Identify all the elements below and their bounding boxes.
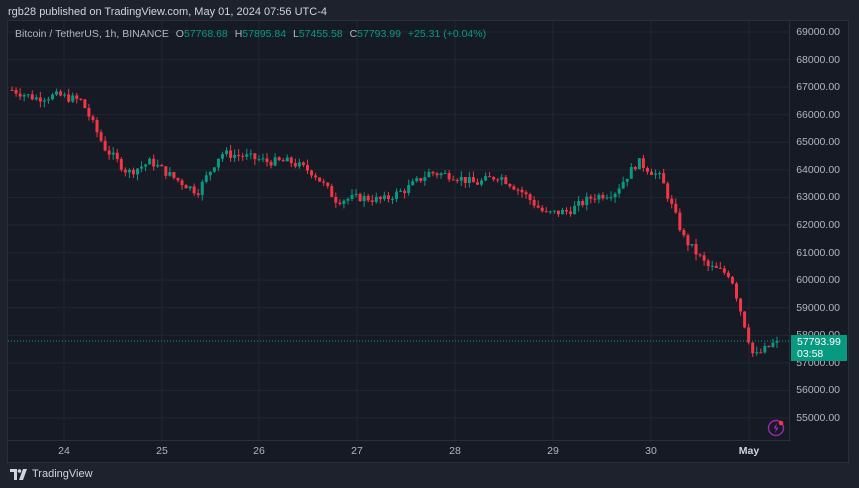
published-header: rgb28 published on TradingView.com, May …: [8, 6, 327, 18]
price-tick: 69000.00: [796, 26, 840, 38]
price-tick: 64000.00: [796, 163, 840, 176]
last-price-tag: 57793.99 03:58: [791, 334, 847, 361]
lightning-alert-icon[interactable]: [767, 419, 785, 437]
last-price-value: 57793.99: [797, 335, 841, 348]
low-label: L: [293, 28, 299, 40]
price-tick: 60000.00: [796, 274, 840, 287]
price-tick: 63000.00: [796, 191, 840, 204]
price-tick: 68000.00: [796, 53, 840, 66]
high-label: H: [234, 28, 243, 40]
symbol-label[interactable]: Bitcoin / TetherUS, 1h, BINANCE: [15, 28, 169, 40]
close-value: 57793.99: [357, 28, 401, 40]
bar-countdown: 03:58: [797, 347, 824, 360]
price-tick: 65000.00: [796, 136, 840, 149]
time-tick: May: [738, 445, 760, 457]
time-tick: 29: [547, 445, 559, 457]
time-axis[interactable]: 24 25 26 27 28 29 30 May: [8, 440, 790, 462]
price-tick: 56000.00: [796, 384, 840, 397]
chart-plot-area[interactable]: [8, 21, 790, 442]
high-value: 57895.84: [242, 28, 287, 40]
price-tick: 62000.00: [796, 219, 840, 231]
chart-legend: Bitcoin / TetherUS, 1h, BINANCE O57768.6…: [15, 28, 486, 40]
change-value: +25.31 (+0.04%): [407, 28, 487, 40]
open-value: 57768.68: [183, 28, 228, 40]
price-tick: 59000.00: [796, 301, 840, 314]
chart-frame[interactable]: Bitcoin / TetherUS, 1h, BINANCE O57768.6…: [7, 20, 849, 463]
price-tick: 55000.00: [796, 412, 840, 424]
price-tick: 61000.00: [796, 246, 840, 259]
time-tick: 24: [58, 445, 70, 457]
time-tick: 30: [645, 445, 657, 457]
price-tick: 66000.00: [796, 108, 840, 121]
tradingview-footer[interactable]: TradingView: [10, 468, 93, 480]
low-value: 57455.58: [298, 28, 343, 40]
close-label: C: [349, 28, 358, 40]
tradingview-logo-icon: [10, 468, 27, 480]
time-tick: 28: [449, 445, 461, 457]
time-tick: 27: [351, 445, 363, 457]
price-axis[interactable]: 69000.00 68000.00 67000.00 66000.00 65000.00…: [789, 21, 848, 442]
time-tick: 26: [253, 445, 265, 457]
price-tick: 67000.00: [796, 81, 840, 94]
open-label: O: [175, 28, 184, 40]
candlestick-chart[interactable]: [8, 21, 790, 442]
tradingview-brand: TradingView: [32, 468, 93, 480]
time-tick: 25: [156, 445, 168, 457]
